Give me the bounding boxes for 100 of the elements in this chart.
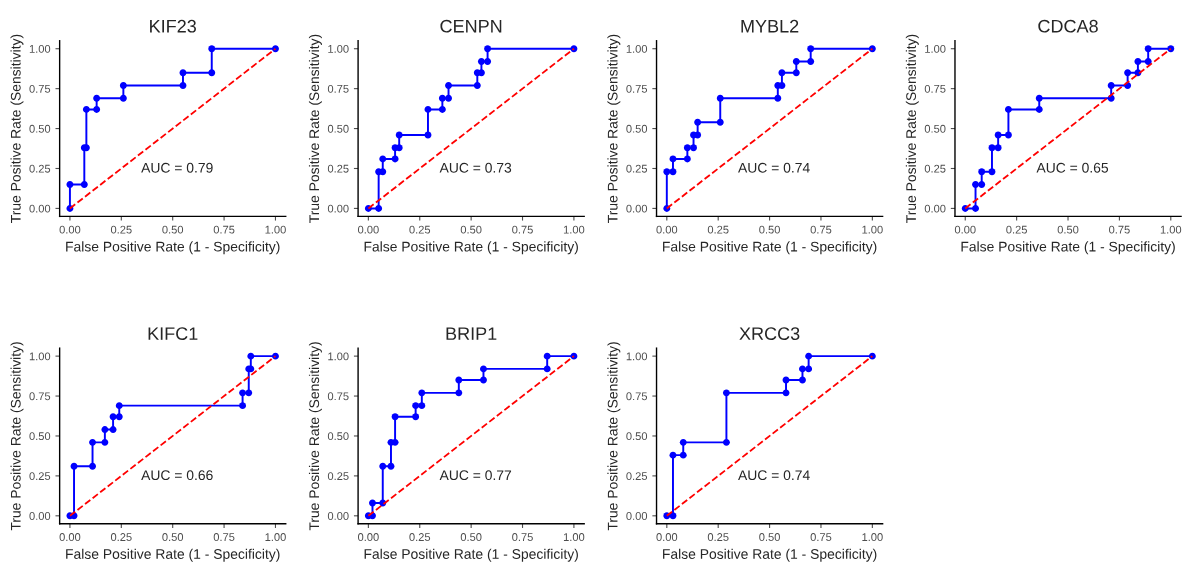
chart-title: KIFC1 bbox=[148, 327, 198, 340]
point bbox=[1035, 105, 1043, 113]
point bbox=[694, 131, 702, 139]
y-tick-label: 0.50 bbox=[327, 124, 349, 133]
point bbox=[82, 105, 90, 113]
point bbox=[1035, 94, 1043, 102]
chart-title: MYBL2 bbox=[741, 19, 799, 33]
point bbox=[66, 180, 74, 188]
x-tick-label: 0.75 bbox=[1109, 225, 1130, 234]
point bbox=[988, 144, 996, 152]
point bbox=[778, 81, 786, 89]
y-tick-label: 0.00 bbox=[29, 204, 51, 213]
x-tick-label: 0.50 bbox=[162, 225, 184, 234]
annotation: AUC = 0.66 bbox=[141, 470, 213, 481]
point bbox=[792, 58, 800, 65]
point bbox=[690, 144, 697, 152]
y-tick-label: 0.25 bbox=[626, 164, 648, 173]
y-tick-label: 0.25 bbox=[29, 472, 51, 481]
point bbox=[424, 105, 432, 113]
x-tick-label: 0.00 bbox=[954, 225, 976, 234]
x-axis-title: False Positive Rate (1 - Specificity) bbox=[364, 548, 578, 562]
point bbox=[445, 94, 452, 102]
point bbox=[412, 413, 420, 421]
x-tick-label: 1.00 bbox=[862, 225, 883, 234]
y-tick-label: 0.50 bbox=[29, 124, 51, 133]
x-tick-label: 0.25 bbox=[707, 225, 729, 234]
x-tick-label: 1.00 bbox=[563, 225, 585, 234]
point bbox=[683, 155, 691, 163]
y-axis-title: True Positive Rate (Sensitivity) bbox=[607, 34, 621, 223]
y-axis-title: True Positive Rate (Sensitivity) bbox=[607, 342, 621, 531]
point bbox=[109, 426, 117, 434]
point bbox=[70, 462, 78, 470]
point bbox=[722, 389, 730, 397]
x-tick-label: 0.75 bbox=[213, 225, 235, 234]
y-tick-label: 0.75 bbox=[327, 84, 349, 93]
y-tick-label: 0.50 bbox=[29, 432, 51, 441]
point bbox=[438, 105, 446, 113]
point bbox=[239, 402, 247, 410]
x-tick-label: 0.75 bbox=[213, 533, 235, 541]
x-tick-label: 0.50 bbox=[460, 533, 482, 541]
x-tick-label: 0.00 bbox=[656, 533, 678, 541]
point bbox=[807, 45, 815, 53]
x-tick-label: 0.25 bbox=[1006, 225, 1027, 234]
point bbox=[679, 438, 687, 446]
point bbox=[722, 438, 730, 446]
y-tick-label: 0.00 bbox=[327, 204, 349, 213]
point bbox=[1004, 131, 1012, 139]
point bbox=[445, 81, 452, 89]
x-tick-label: 0.00 bbox=[59, 533, 81, 541]
y-tick-label: 0.25 bbox=[327, 164, 349, 173]
y-tick-label: 0.75 bbox=[29, 392, 51, 401]
x-tick-label: 0.75 bbox=[810, 533, 832, 541]
y-tick-label: 0.25 bbox=[29, 164, 51, 173]
y-axis-title: True Positive Rate (Sensitivity) bbox=[308, 34, 322, 223]
point bbox=[480, 365, 487, 373]
point bbox=[115, 413, 123, 421]
x-tick-label: 0.25 bbox=[409, 533, 431, 541]
y-tick-label: 0.75 bbox=[327, 392, 349, 401]
y-tick-label: 1.00 bbox=[328, 352, 349, 361]
point bbox=[387, 462, 395, 470]
point bbox=[93, 105, 101, 113]
point bbox=[683, 144, 691, 152]
point bbox=[101, 438, 109, 446]
y-axis-title: True Positive Rate (Sensitivity) bbox=[308, 342, 322, 531]
y-tick-label: 0.50 bbox=[626, 432, 648, 441]
point bbox=[805, 365, 813, 373]
annotation: AUC = 0.74 bbox=[738, 162, 810, 173]
x-tick-label: 0.50 bbox=[460, 225, 482, 234]
annotation: AUC = 0.65 bbox=[1036, 162, 1109, 173]
point bbox=[799, 376, 806, 384]
point bbox=[119, 81, 127, 89]
y-tick-label: 1.00 bbox=[328, 44, 349, 53]
x-tick-label: 0.75 bbox=[810, 225, 832, 234]
annotation: AUC = 0.74 bbox=[738, 470, 810, 481]
point bbox=[438, 94, 446, 102]
point bbox=[807, 58, 815, 65]
point bbox=[782, 389, 790, 397]
y-tick-label: 1.00 bbox=[925, 44, 946, 53]
point bbox=[484, 45, 492, 53]
point bbox=[799, 365, 806, 373]
point bbox=[109, 413, 117, 421]
point bbox=[694, 118, 702, 126]
point bbox=[1134, 58, 1142, 65]
y-tick-label: 0.50 bbox=[924, 124, 946, 133]
point bbox=[978, 180, 986, 188]
y-tick-label: 0.75 bbox=[626, 84, 648, 93]
x-axis-title: False Positive Rate (1 - Specificity) bbox=[66, 548, 280, 562]
point bbox=[543, 352, 551, 360]
point bbox=[89, 438, 97, 446]
x-tick-label: 1.00 bbox=[862, 533, 883, 541]
point bbox=[473, 81, 481, 89]
y-axis-title: True Positive Rate (Sensitivity) bbox=[905, 34, 919, 223]
x-tick-label: 0.75 bbox=[512, 533, 533, 541]
point bbox=[716, 118, 724, 126]
x-tick-label: 0.50 bbox=[759, 225, 780, 234]
point bbox=[774, 94, 782, 102]
x-tick-label: 1.00 bbox=[1160, 225, 1182, 234]
x-axis-title: False Positive Rate (1 - Specificity) bbox=[663, 241, 877, 255]
point bbox=[239, 389, 247, 397]
x-tick-label: 0.00 bbox=[656, 225, 678, 234]
